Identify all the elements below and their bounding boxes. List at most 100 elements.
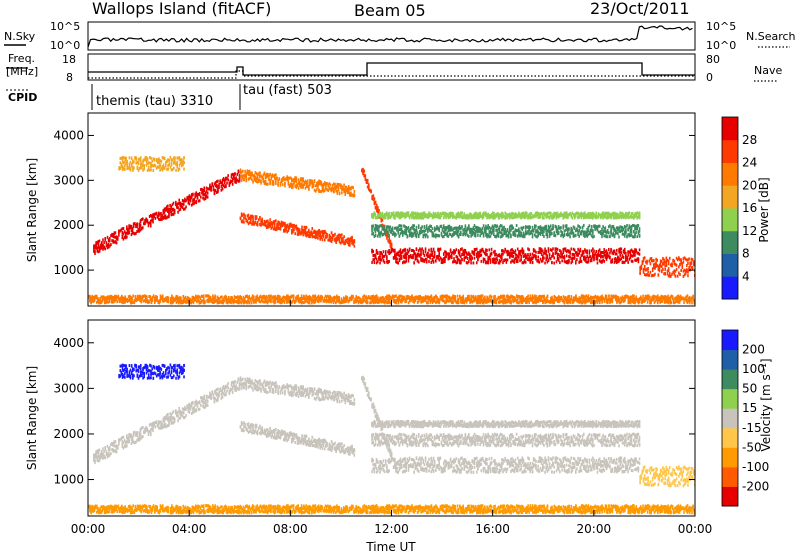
power-cell (137, 161, 140, 165)
power-cell (107, 242, 110, 246)
power-cell (640, 267, 643, 271)
power-cell (506, 229, 509, 233)
power-cell (540, 259, 543, 263)
power-cell (254, 217, 257, 221)
power-cell (111, 299, 114, 303)
power-cell (154, 216, 157, 220)
power-cell (545, 249, 547, 253)
power-cell (388, 240, 391, 244)
power-cell (167, 204, 169, 208)
power-cell (294, 232, 296, 236)
power-cell (413, 250, 415, 254)
power-cell (257, 172, 260, 176)
power-cell (582, 230, 585, 234)
power-cell (496, 233, 499, 237)
power-cell (199, 301, 202, 305)
power-cell (295, 227, 298, 231)
power-cell (197, 297, 199, 301)
power-cell (615, 252, 618, 256)
power-cell (572, 256, 575, 260)
power-cell (551, 216, 553, 220)
power-cell (119, 161, 122, 165)
power-cell (485, 224, 487, 228)
power-cell (214, 294, 216, 298)
power-cell (302, 233, 304, 237)
power-cell (119, 229, 121, 233)
power-cell (144, 298, 147, 302)
power-cell (362, 167, 364, 171)
power-cell (603, 253, 606, 257)
power-cell (515, 224, 518, 228)
power-cell (428, 254, 430, 258)
power-cell (465, 214, 468, 218)
power-cell (343, 241, 345, 245)
power-cell (213, 188, 216, 192)
power-cell (561, 231, 563, 235)
power-cell (615, 248, 618, 252)
power-cell (431, 214, 434, 218)
power-cell (391, 227, 394, 231)
power-cell (429, 213, 431, 217)
power-cell (141, 162, 143, 166)
power-cell (513, 250, 516, 254)
power-cell (247, 300, 249, 304)
power-cell (169, 155, 172, 159)
power-cell (218, 300, 221, 304)
power-cell (437, 254, 439, 258)
power-cell (631, 259, 634, 263)
power-cell (605, 257, 608, 261)
power-cell (457, 226, 460, 230)
power-cell (638, 252, 641, 256)
power-cell (531, 260, 534, 264)
power-cell (248, 301, 251, 305)
power-cell (592, 231, 594, 235)
power-cell (522, 225, 525, 229)
power-cell (494, 214, 496, 218)
power-cell (449, 248, 452, 252)
power-cell (611, 251, 614, 255)
power-cell (480, 253, 483, 257)
power-cell (255, 300, 257, 304)
power-cell (118, 233, 120, 237)
power-cell (582, 216, 585, 220)
power-cell (658, 263, 661, 267)
power-cell (543, 226, 545, 230)
power-cell (515, 215, 518, 219)
power-cell (135, 225, 137, 229)
power-cell (99, 244, 102, 248)
power-cell (145, 156, 148, 160)
power-cell (350, 236, 352, 240)
power-cell (278, 177, 281, 181)
power-cell (529, 212, 532, 216)
power-cell (144, 300, 147, 304)
power-cell (227, 178, 229, 182)
power-cell (474, 212, 477, 216)
power-cell (442, 260, 445, 264)
power-cell (142, 163, 144, 167)
power-cell (597, 230, 600, 234)
power-cell (634, 235, 636, 239)
power-cell (338, 233, 341, 237)
power-cell (422, 216, 425, 220)
power-cell (126, 235, 128, 239)
power-cell (602, 212, 604, 216)
power-cell (169, 300, 172, 304)
power-cell (326, 235, 328, 239)
power-cell (259, 295, 262, 299)
power-cell (132, 165, 134, 169)
power-cell (265, 294, 268, 298)
power-cell (399, 227, 402, 231)
power-cell (184, 296, 187, 300)
power-cell (169, 209, 171, 213)
power-cell (424, 213, 427, 217)
power-cell (675, 263, 678, 267)
power-cell (458, 227, 461, 231)
power-cell (493, 229, 495, 233)
power-cell (202, 193, 204, 197)
power-cell (659, 264, 662, 268)
power-cell (560, 251, 562, 255)
power-cell (431, 258, 434, 262)
power-cell (262, 222, 265, 226)
power-cell (320, 189, 323, 193)
